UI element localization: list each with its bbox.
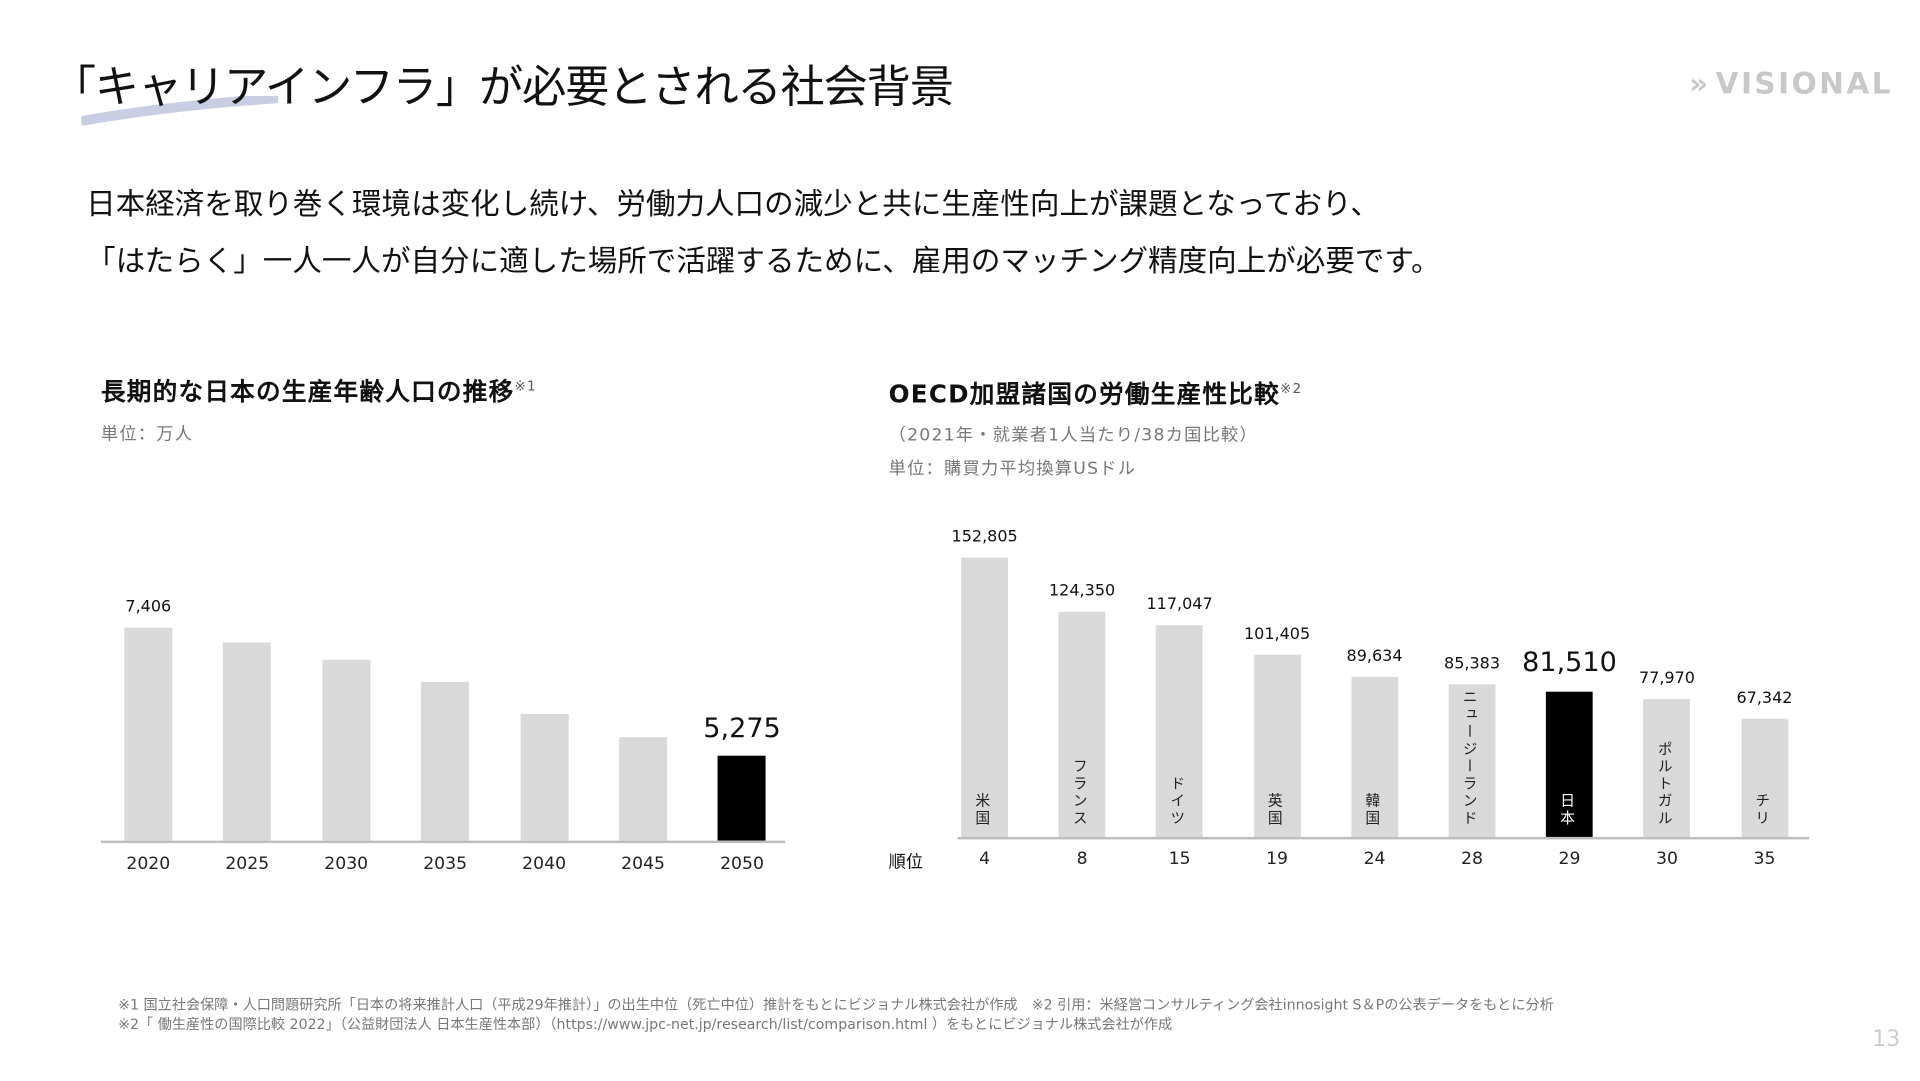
logo-text: VISIONAL — [1715, 66, 1893, 101]
bar-value-label: 152,805 — [951, 528, 1018, 547]
population-bar — [718, 755, 767, 841]
bar-value-label: 67,342 — [1736, 689, 1793, 708]
rank-value: 19 — [1266, 849, 1289, 869]
bar-value-label: 5,275 — [703, 713, 781, 745]
productivity-bar: フランス — [1058, 611, 1106, 837]
population-bar — [322, 659, 371, 841]
rank-value: 29 — [1558, 849, 1581, 869]
year-tick-label: 2020 — [126, 854, 171, 874]
population-bar — [223, 641, 272, 841]
rank-value: 30 — [1656, 849, 1678, 869]
country-label: フランス — [1071, 758, 1089, 828]
population-chart-axis — [100, 840, 786, 844]
country-label: ニュージーランド — [1460, 689, 1479, 828]
population-bar — [520, 713, 569, 841]
page-title: 「キャリアインフラ」が必要とされる社会背景 — [51, 62, 954, 114]
year-tick-label: 2040 — [522, 854, 567, 874]
productivity-chart-axis — [957, 836, 1810, 840]
rank-value: 8 — [1076, 849, 1088, 869]
bar-value-label: 101,405 — [1243, 624, 1311, 644]
population-chart: 2020 7,406 2025 2030 2035 2040 2045 2050 5,275 — [0, 0, 781, 874]
productivity-bar: 韓国 — [1351, 676, 1398, 837]
productivity-bar: ポルトガル — [1643, 698, 1691, 837]
country-label: 米国 — [973, 792, 991, 828]
population-bar — [124, 627, 173, 841]
body-text-line-1: 日本経済を取り巻く環境は変化し続け、労働力人口の減少と共に生産性向上が課題となっ… — [86, 187, 1380, 222]
country-label: チリ — [1753, 792, 1771, 828]
population-bar — [421, 682, 470, 841]
rank-value: 4 — [979, 849, 991, 869]
body-text-line-2: 「はたらく」一人一人が自分に適した場所で活躍するために、雇用のマッチング精度向上… — [86, 243, 1441, 279]
page-number: 13 — [1872, 1026, 1901, 1053]
footnote-1: ※1 国立社会保障・人口問題研究所「日本の将来推計人口（平成29年推計）」の出生… — [118, 995, 1554, 1013]
population-bar — [619, 737, 668, 841]
population-chart-unit: 単位：万人 — [100, 424, 194, 445]
bar-value-label: 81,510 — [1522, 647, 1617, 679]
rank-value: 28 — [1461, 849, 1483, 869]
productivity-bar: 米国 — [961, 557, 1009, 837]
productivity-bar: 英国 — [1253, 654, 1301, 837]
rank-value: 24 — [1363, 849, 1386, 869]
year-tick-label: 2045 — [621, 854, 666, 874]
productivity-bar: チリ — [1741, 718, 1788, 837]
population-chart-title: 長期的な日本の生産年齢人口の推移※1 — [100, 376, 537, 407]
rank-value: 35 — [1753, 849, 1776, 869]
productivity-chart-subtitle: （2021年・就業者1人当たり/38カ国比較） — [888, 425, 1258, 446]
rank-row-label: 順位 — [888, 852, 924, 873]
chevron-logo-icon: » — [1689, 66, 1711, 101]
country-label: 英国 — [1265, 792, 1284, 828]
footnote-2: ※2「 働生産性の国際比較 2022」（公益財団法人 日本生産性本部）（http… — [118, 1015, 1173, 1033]
bar-value-label: 124,350 — [1049, 581, 1116, 601]
bar-value-label: 85,383 — [1444, 655, 1501, 674]
bar-value-label: 7,406 — [125, 598, 172, 617]
productivity-chart: 米国 152,805 4 フランス 124,350 8 ドイツ 117,047 15 英国 101,… — [0, 0, 1793, 869]
year-tick-label: 2035 — [423, 854, 468, 874]
productivity-bar: 日本 — [1546, 692, 1593, 837]
rank-value: 15 — [1168, 849, 1191, 869]
country-label: 韓国 — [1363, 792, 1381, 828]
productivity-bar: ドイツ — [1156, 624, 1203, 837]
year-tick-label: 2025 — [225, 854, 270, 874]
country-label: 日本 — [1558, 792, 1576, 828]
country-label: ドイツ — [1168, 775, 1186, 828]
visional-logo: » VISIONAL — [1689, 66, 1893, 100]
bar-value-label: 89,634 — [1346, 647, 1403, 666]
year-tick-label: 2050 — [720, 854, 764, 874]
productivity-bar: ニュージーランド — [1448, 684, 1496, 837]
country-label: ポルトガル — [1655, 740, 1674, 828]
bar-value-label: 117,047 — [1146, 595, 1213, 614]
productivity-chart-unit: 単位：購買力平均換算USドル — [888, 459, 1137, 479]
year-tick-label: 2030 — [324, 854, 369, 874]
title-underline-swoosh — [81, 96, 279, 126]
bar-value-label: 77,970 — [1638, 669, 1695, 688]
productivity-chart-title: OECD加盟諸国の労働生産性比較※2 — [888, 379, 1303, 409]
